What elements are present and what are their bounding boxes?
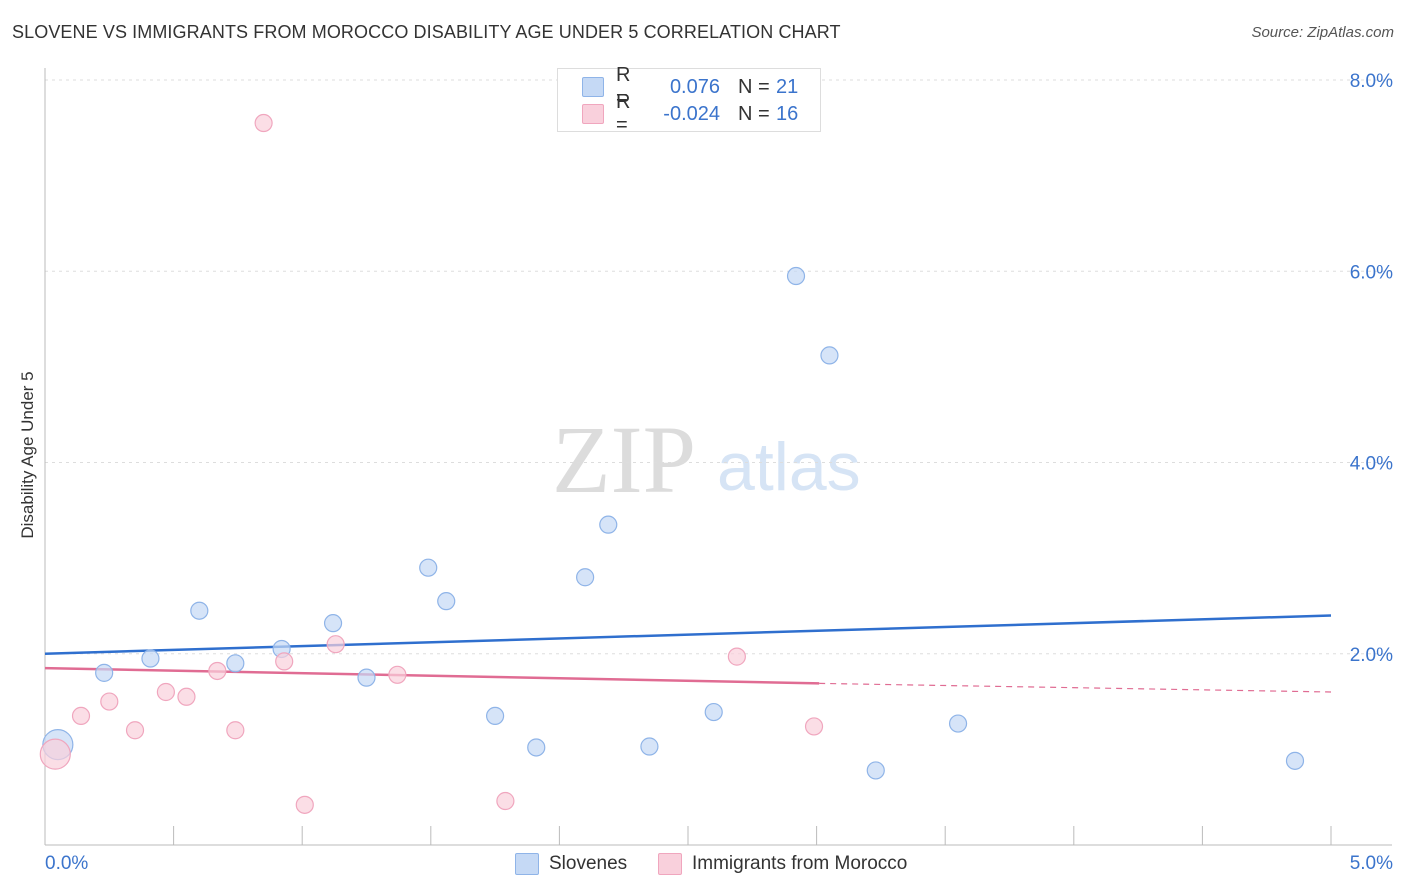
x-tick-label: 5.0%	[1350, 853, 1393, 874]
gridlines	[45, 79, 1392, 655]
data-point-morocco	[388, 665, 407, 684]
data-point-morocco	[295, 795, 314, 814]
legend-n-label: N =	[738, 75, 770, 98]
data-point-morocco	[275, 652, 294, 671]
legend-r-value: -0.024	[663, 102, 720, 125]
data-point-slovenes	[141, 649, 160, 668]
data-point-morocco	[100, 692, 119, 711]
y-tick-label: 2.0%	[1350, 645, 1393, 666]
data-point-slovenes	[948, 714, 968, 733]
legend-r-value: 0.076	[669, 75, 720, 98]
trend-lines	[44, 614, 1332, 693]
data-point-morocco	[177, 687, 196, 706]
data-point-morocco	[496, 791, 515, 811]
data-point-morocco	[804, 717, 824, 736]
data-point-morocco	[254, 113, 273, 133]
legend-swatch	[658, 853, 682, 875]
data-point-slovenes	[226, 654, 245, 673]
data-point-morocco	[226, 721, 245, 740]
watermark-zip: ZIP	[552, 406, 696, 513]
data-point-slovenes	[599, 515, 618, 534]
legend-r-label: R =	[616, 64, 631, 109]
y-tick-label: 6.0%	[1350, 262, 1393, 283]
trend-line-slovenes	[44, 614, 1332, 655]
data-point-morocco	[39, 738, 71, 770]
data-point-slovenes	[527, 738, 546, 757]
data-point-slovenes	[640, 737, 659, 756]
stats-legend: R = 0.076 N = 21 R = -0.024 N = 16	[557, 64, 821, 136]
data-point-slovenes	[437, 592, 456, 611]
legend-n-value: 21	[776, 75, 799, 98]
data-point-morocco	[727, 647, 746, 666]
data-point-slovenes	[866, 761, 885, 780]
data-point-slovenes	[357, 668, 376, 687]
watermark: ZIP atlas	[552, 406, 861, 513]
data-point-slovenes	[576, 568, 595, 587]
tick-labels: 2.0% 4.0% 6.0% 8.0% 0.0% 5.0%	[45, 71, 1393, 874]
legend-n-label: N =	[738, 102, 770, 125]
data-point-slovenes	[95, 663, 114, 682]
data-point-morocco	[156, 682, 175, 702]
trend-line-morocco	[44, 666, 820, 685]
axes	[44, 68, 1392, 846]
source-credit: Source: ZipAtlas.com	[1251, 24, 1394, 41]
legend-r-label: R =	[616, 91, 631, 136]
data-points	[39, 113, 1305, 814]
legend-row-slovenes: R = 0.076 N = 21	[582, 64, 799, 109]
y-tick-label: 4.0%	[1350, 454, 1393, 475]
data-point-morocco	[125, 721, 145, 740]
watermark-atlas: atlas	[717, 429, 861, 505]
legend-swatch	[515, 853, 539, 875]
data-point-morocco	[326, 635, 345, 654]
y-tick-label: 8.0%	[1350, 71, 1393, 92]
data-point-slovenes	[820, 346, 839, 365]
data-point-slovenes	[786, 266, 806, 286]
data-point-slovenes	[486, 706, 505, 726]
legend-label-slovenes: Slovenes	[549, 853, 628, 874]
chart-title: SLOVENE VS IMMIGRANTS FROM MOROCCO DISAB…	[12, 22, 841, 42]
legend-item-slovenes: Slovenes	[515, 851, 627, 877]
legend-swatch-slovenes	[582, 77, 604, 97]
data-point-slovenes	[190, 601, 209, 620]
data-point-slovenes	[1285, 751, 1305, 770]
x-tick-label: 0.0%	[45, 853, 88, 874]
trend-line-morocco-extrapolated	[819, 682, 1332, 693]
data-point-slovenes	[419, 558, 438, 577]
legend-row-morocco: R = -0.024 N = 16	[582, 91, 799, 136]
data-point-slovenes	[323, 614, 343, 633]
legend-label-morocco: Immigrants from Morocco	[692, 853, 908, 874]
data-point-morocco	[71, 706, 91, 726]
data-point-morocco	[208, 661, 227, 681]
legend-swatch-morocco	[582, 104, 604, 124]
legend-item-morocco: Immigrants from Morocco	[658, 851, 907, 877]
legend-n-value: 16	[776, 102, 799, 125]
data-point-slovenes	[704, 702, 723, 722]
